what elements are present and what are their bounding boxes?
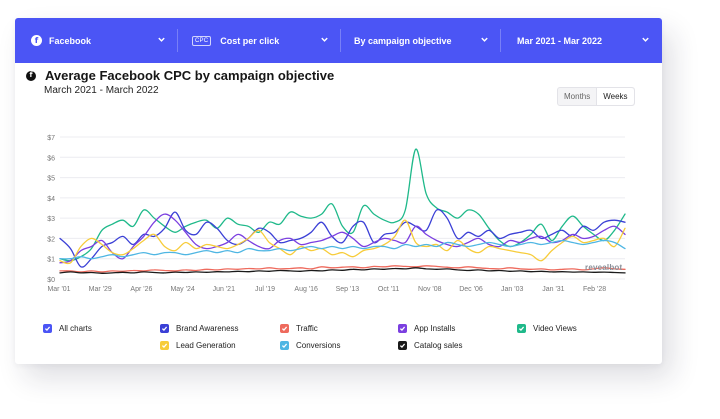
checkbox-checked-icon[interactable] [43, 324, 52, 333]
toggle-months[interactable]: Months [564, 92, 591, 101]
checkbox-checked-icon[interactable] [398, 324, 407, 333]
x-tick-label: Mar '29 [89, 286, 112, 293]
filter-bar: f Facebook CPC Cost per click By campaig… [15, 18, 662, 63]
date-range-dropdown[interactable]: Mar 2021 - Mar 2022 [501, 18, 662, 63]
y-tick-label: $7 [47, 135, 55, 142]
x-tick-label: Nov '08 [418, 286, 442, 293]
revealbot-watermark: revealbot [585, 263, 623, 272]
legend-brand-awareness[interactable]: Brand Awareness [160, 324, 239, 333]
series-line-lead-generation [59, 219, 626, 265]
platform-dropdown[interactable]: f Facebook [15, 18, 178, 63]
checkbox-checked-icon[interactable] [160, 324, 169, 333]
breakdown-dropdown[interactable]: By campaign objective [341, 18, 501, 63]
cpc-chip: CPC [192, 35, 212, 46]
series-line-brand-awareness [59, 208, 626, 268]
legend-label: Lead Generation [176, 341, 236, 350]
chevron-down-icon [481, 37, 488, 42]
series-line-app-installs [59, 213, 626, 264]
y-tick-label: $0 [47, 277, 55, 284]
x-tick-label: Sep '13 [336, 286, 360, 293]
legend-conversions[interactable]: Conversions [280, 341, 340, 350]
legend-lead-generation[interactable]: Lead Generation [160, 341, 236, 350]
divider [500, 29, 501, 52]
legend-catalog-sales[interactable]: Catalog sales [398, 341, 462, 350]
legend-all-charts[interactable]: All charts [43, 324, 92, 333]
x-tick-label: Oct '11 [378, 286, 400, 293]
chevron-down-icon [321, 37, 328, 42]
y-tick-label: $3 [47, 216, 55, 223]
legend-label: Catalog sales [414, 341, 463, 350]
legend-app-installs[interactable]: App Installs [398, 324, 455, 333]
facebook-icon: f [26, 70, 36, 81]
checkbox-checked-icon[interactable] [280, 341, 289, 350]
checkbox-checked-icon[interactable] [280, 324, 289, 333]
chart-title: Average Facebook CPC by campaign objecti… [45, 68, 335, 83]
x-tick-label: May '24 [170, 286, 194, 293]
legend-video-views[interactable]: Video Views [517, 324, 577, 333]
x-tick-label: Jul '19 [255, 286, 275, 293]
granularity-toggle: Months Weeks [557, 87, 635, 106]
legend-label: Traffic [296, 324, 318, 333]
legend-label: Conversions [296, 341, 341, 350]
x-tick-label: Jun '21 [213, 286, 235, 293]
platform-label: Facebook [49, 35, 92, 46]
series-line-conversions [59, 239, 626, 260]
checkbox-checked-icon[interactable] [398, 341, 407, 350]
checkbox-checked-icon[interactable] [160, 341, 169, 350]
chart-subtitle: March 2021 - March 2022 [44, 85, 159, 96]
x-tick-label: Aug '16 [294, 286, 318, 293]
legend-label: Brand Awareness [176, 324, 239, 333]
date-range-label: Mar 2021 - Mar 2022 [517, 35, 603, 46]
legend-label: Video Views [533, 324, 577, 333]
x-tick-label: Jan '03 [501, 286, 523, 293]
y-tick-label: $6 [47, 155, 55, 162]
facebook-icon: f [31, 35, 42, 46]
y-tick-label: $2 [47, 236, 55, 243]
x-tick-label: Feb '28 [583, 286, 606, 293]
divider [340, 29, 341, 52]
series-line-video-views [59, 148, 626, 262]
metric-dropdown[interactable]: CPC Cost per click [178, 18, 341, 63]
legend-label: All charts [59, 324, 92, 333]
series-line-traffic [59, 265, 626, 273]
series-line-catalog-sales [59, 267, 626, 274]
chart-card: f Facebook CPC Cost per click By campaig… [15, 18, 662, 364]
y-tick-label: $5 [47, 176, 55, 183]
y-tick-label: $4 [47, 196, 55, 203]
chart-title-row: f Average Facebook CPC by campaign objec… [26, 68, 334, 83]
metric-label: Cost per click [220, 35, 280, 46]
y-tick-label: $1 [47, 257, 55, 264]
legend-label: App Installs [414, 324, 456, 333]
breakdown-label: By campaign objective [354, 35, 452, 46]
divider [177, 29, 178, 52]
x-tick-label: Mar '01 [47, 286, 70, 293]
x-tick-label: Apr '26 [130, 286, 152, 293]
chevron-down-icon [642, 37, 649, 42]
legend-traffic[interactable]: Traffic [280, 324, 318, 333]
x-tick-label: Jan '31 [542, 286, 564, 293]
chevron-down-icon [158, 37, 165, 42]
checkbox-checked-icon[interactable] [517, 324, 526, 333]
toggle-weeks[interactable]: Weeks [596, 88, 634, 105]
x-tick-label: Dec '06 [459, 286, 483, 293]
legend: All charts Brand Awareness Traffic App I… [43, 324, 603, 354]
